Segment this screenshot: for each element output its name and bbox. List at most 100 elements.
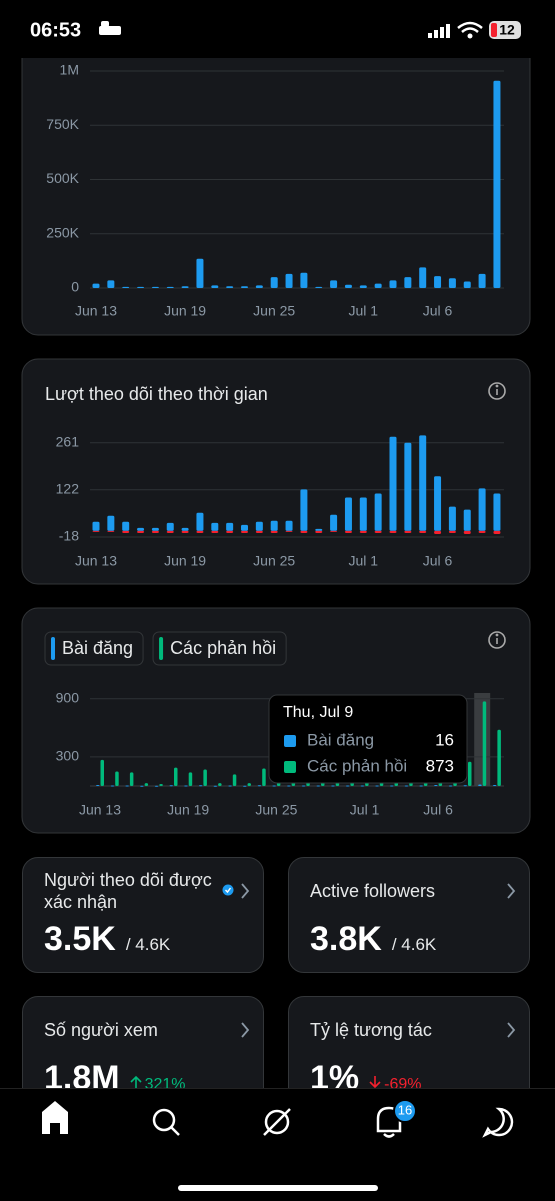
bar <box>92 530 100 532</box>
x-tick-label: Jun 19 <box>167 802 209 818</box>
bar <box>389 530 397 533</box>
status-bar <box>0 0 555 58</box>
signal-icon <box>428 24 450 38</box>
bar <box>181 286 189 288</box>
legend-item[interactable]: Các phản hồi <box>152 631 287 666</box>
bar <box>404 785 409 787</box>
legend-item[interactable]: Bài đăng <box>44 631 144 666</box>
bar <box>300 489 308 531</box>
bar <box>96 785 100 787</box>
card-total: / 4.6K <box>125 935 171 954</box>
info-icon[interactable] <box>488 631 506 649</box>
card-icons <box>241 1022 250 1038</box>
bar <box>434 530 442 534</box>
bar <box>300 272 308 288</box>
bar <box>211 530 219 533</box>
bar <box>390 785 394 787</box>
bar <box>184 785 188 787</box>
bar <box>226 522 234 531</box>
bar <box>468 761 472 786</box>
bar <box>287 785 291 787</box>
bar <box>211 285 219 288</box>
bar <box>107 515 115 531</box>
bar <box>125 785 129 787</box>
bar <box>359 497 367 531</box>
wifi-dot <box>467 33 473 39</box>
bar <box>359 530 367 533</box>
bar <box>301 785 306 787</box>
battery-percent: 12 <box>499 22 515 38</box>
trend-arrow <box>369 1076 381 1089</box>
y-tick-label: 122 <box>56 480 80 496</box>
bar <box>404 530 412 533</box>
bar <box>122 286 130 288</box>
stat-card[interactable]: Người theo dõi được xác nhận 3.5K / 4.6K <box>22 857 264 973</box>
bar <box>315 530 323 533</box>
x-tick-label: Jun 25 <box>255 802 297 818</box>
bar <box>115 771 119 786</box>
bar <box>241 530 248 533</box>
bar <box>196 530 204 533</box>
bar <box>181 530 189 533</box>
bar <box>463 785 467 787</box>
bar <box>110 785 115 787</box>
card-icons <box>222 883 250 899</box>
chevron <box>507 883 516 899</box>
bar <box>169 785 173 787</box>
trend-arrow <box>130 1075 142 1088</box>
bar <box>272 785 276 787</box>
bar <box>129 772 134 786</box>
home-tab[interactable] <box>42 1101 68 1134</box>
y-tick-label: 261 <box>56 433 80 449</box>
trend-arrow-path <box>130 1075 142 1088</box>
stat-card[interactable]: Active followers 3.8K / 4.6K <box>288 857 530 973</box>
y-tick-label: 500K <box>46 170 79 186</box>
bar <box>463 530 471 534</box>
grok-tab[interactable] <box>263 1108 291 1136</box>
x-tick-label: Jul 6 <box>423 802 453 818</box>
legend-swatch <box>159 637 164 660</box>
bar <box>419 785 423 787</box>
bar <box>300 530 308 533</box>
x-tick-label: Jun 19 <box>164 553 206 569</box>
bar <box>226 530 234 533</box>
bar <box>375 785 379 787</box>
bar <box>448 785 453 787</box>
bar <box>232 774 237 786</box>
legend-chip <box>44 631 144 666</box>
bar <box>203 769 207 786</box>
bar <box>255 521 263 531</box>
messages-tab[interactable] <box>482 1107 514 1138</box>
bar <box>262 768 266 786</box>
notification-count: 16 <box>398 1102 412 1117</box>
verified-check <box>225 887 232 894</box>
bar <box>492 785 497 787</box>
bar <box>404 442 412 531</box>
bar <box>228 785 232 787</box>
bar <box>122 521 130 531</box>
y-tick-label: 0 <box>71 279 79 295</box>
bar <box>196 258 204 288</box>
bar <box>92 283 100 288</box>
info-icon[interactable] <box>488 382 506 400</box>
bar <box>270 530 278 533</box>
bar <box>478 273 486 288</box>
bar <box>137 527 145 531</box>
tooltip-value: 873 <box>426 756 454 775</box>
bar <box>359 285 367 288</box>
clock: 06:53 <box>30 19 81 41</box>
bar <box>181 527 189 531</box>
x-tick-label: Jul 1 <box>350 802 380 818</box>
legend-label: Bài đăng <box>62 638 133 658</box>
bar <box>478 488 486 531</box>
y-tick-label: 300 <box>56 748 80 764</box>
bar <box>92 521 100 531</box>
bar <box>241 286 248 288</box>
card-label: Số người xem <box>44 1020 158 1040</box>
bar <box>247 783 251 786</box>
bar <box>154 785 159 787</box>
tooltip-date: Thu, Jul 9 <box>283 704 353 721</box>
bar <box>285 273 293 288</box>
search-tab[interactable] <box>152 1108 180 1136</box>
